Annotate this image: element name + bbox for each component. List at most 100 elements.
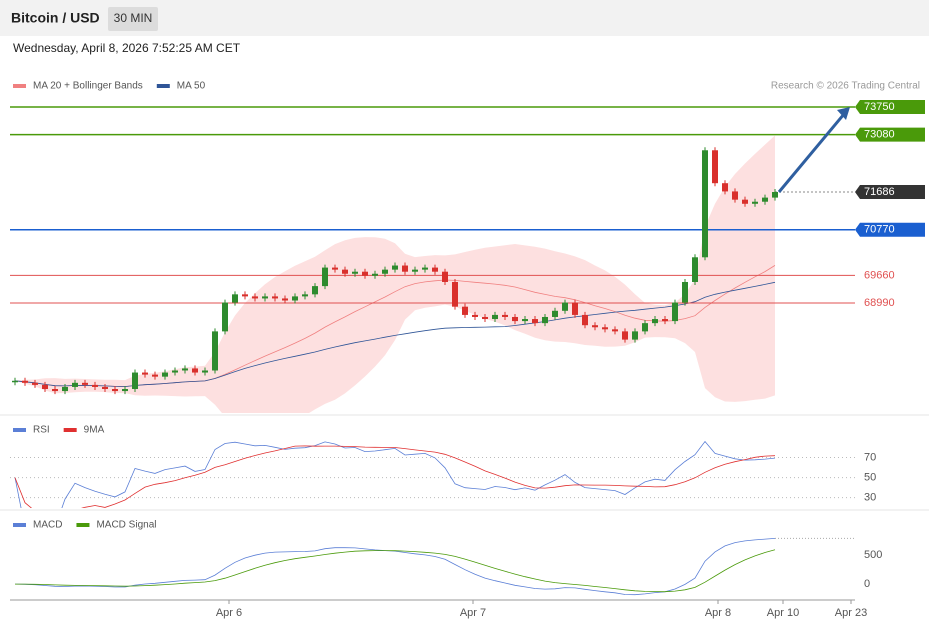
candle-body xyxy=(292,296,298,301)
y-tick-label: 70 xyxy=(864,451,876,463)
level-label: 68990 xyxy=(864,297,895,309)
y-tick-label: 0 xyxy=(864,578,870,590)
candle-body xyxy=(642,323,648,332)
candle-body xyxy=(152,374,158,377)
candle-body xyxy=(462,306,468,315)
plot-area xyxy=(14,538,776,596)
candle-body xyxy=(412,269,418,272)
candle-body xyxy=(232,294,238,303)
y-tick-label: 50 xyxy=(864,472,876,484)
candle-body xyxy=(202,370,208,373)
legend-swatch xyxy=(13,84,26,88)
candle-body xyxy=(122,389,128,392)
candle-body xyxy=(322,267,328,287)
candle-body xyxy=(72,382,78,387)
level-label: 73750 xyxy=(864,101,895,113)
level-tag xyxy=(855,185,925,200)
level-label: 73080 xyxy=(864,129,895,141)
candle-body xyxy=(382,269,388,274)
x-tick-label: Apr 6 xyxy=(216,607,242,619)
candle-body xyxy=(492,314,498,320)
candle-body xyxy=(482,316,488,320)
candle-body xyxy=(542,316,548,324)
candle-body xyxy=(192,368,198,373)
candle-body xyxy=(732,191,738,200)
candle-body xyxy=(182,368,188,371)
candle-body xyxy=(342,269,348,274)
candle-body xyxy=(502,314,508,317)
candle-body xyxy=(392,265,398,270)
timestamp: Wednesday, April 8, 2026 7:52:25 AM CET xyxy=(13,41,241,55)
interval-button[interactable] xyxy=(108,7,158,31)
candle-body xyxy=(22,380,28,383)
candle-body xyxy=(592,325,598,328)
level-label: 69660 xyxy=(864,269,895,281)
candle-body xyxy=(562,302,568,311)
legend-label: 9MA xyxy=(84,425,105,436)
interval[interactable]: 30 MIN xyxy=(114,11,153,25)
candle-body xyxy=(102,386,108,390)
candle-body xyxy=(172,370,178,373)
candle-body xyxy=(442,271,448,282)
candle-body xyxy=(582,314,588,326)
candle-body xyxy=(42,384,48,390)
candle-body xyxy=(162,372,168,377)
candle-body xyxy=(682,281,688,303)
candle-body xyxy=(422,267,428,270)
legend-swatch xyxy=(13,523,26,527)
candle-body xyxy=(112,389,118,392)
candle-body xyxy=(252,296,258,299)
candle-body xyxy=(742,199,748,204)
candle-body xyxy=(472,314,478,317)
candle-body xyxy=(662,319,668,322)
forecast-arrow xyxy=(777,113,846,193)
candle-body xyxy=(522,319,528,322)
candle-body xyxy=(62,386,68,392)
candle-body xyxy=(372,273,378,276)
candle-body xyxy=(622,331,628,340)
x-tick-label: Apr 7 xyxy=(460,607,486,619)
candle-body xyxy=(262,296,268,299)
legend-swatch xyxy=(156,84,170,88)
candle-body xyxy=(12,380,18,383)
candle-body xyxy=(712,150,718,184)
candle-body xyxy=(752,201,758,204)
plot-area xyxy=(14,135,776,413)
candle-body xyxy=(212,331,218,371)
level-label: 70770 xyxy=(864,224,895,236)
candle-body xyxy=(32,382,38,385)
rsi-line xyxy=(14,440,776,508)
legend-swatch xyxy=(13,428,26,432)
candle-body xyxy=(82,382,88,385)
legend-swatch xyxy=(76,523,90,527)
candle-body xyxy=(452,281,458,307)
candle-body xyxy=(762,197,768,202)
candle-body xyxy=(572,302,578,315)
bollinger-band xyxy=(15,135,775,413)
legend-label: MA 20 + Bollinger Bands xyxy=(33,81,143,92)
candle-body xyxy=(142,372,148,375)
candle-body xyxy=(612,329,618,332)
candle-body xyxy=(532,319,538,324)
candle-body xyxy=(552,310,558,317)
legend-label: MACD Signal xyxy=(96,520,156,531)
level-tag xyxy=(855,100,925,115)
rsi-ma-line xyxy=(14,445,776,508)
legend-label: RSI xyxy=(33,425,50,436)
arrow-head xyxy=(837,107,850,121)
title: Bitcoin / USD xyxy=(11,10,100,26)
candle-body xyxy=(402,265,408,272)
x-tick-label: Apr 10 xyxy=(767,607,799,619)
candle-body xyxy=(512,316,518,322)
candle-body xyxy=(722,183,728,192)
candle-body xyxy=(602,327,608,330)
candle-body xyxy=(242,294,248,297)
legend-label: MACD xyxy=(33,520,62,531)
candle-body xyxy=(132,372,138,390)
candle-body xyxy=(672,302,678,322)
candle-body xyxy=(52,389,58,392)
level-tag xyxy=(855,127,925,142)
level-label: 71686 xyxy=(864,186,895,198)
candle-body xyxy=(362,271,368,276)
